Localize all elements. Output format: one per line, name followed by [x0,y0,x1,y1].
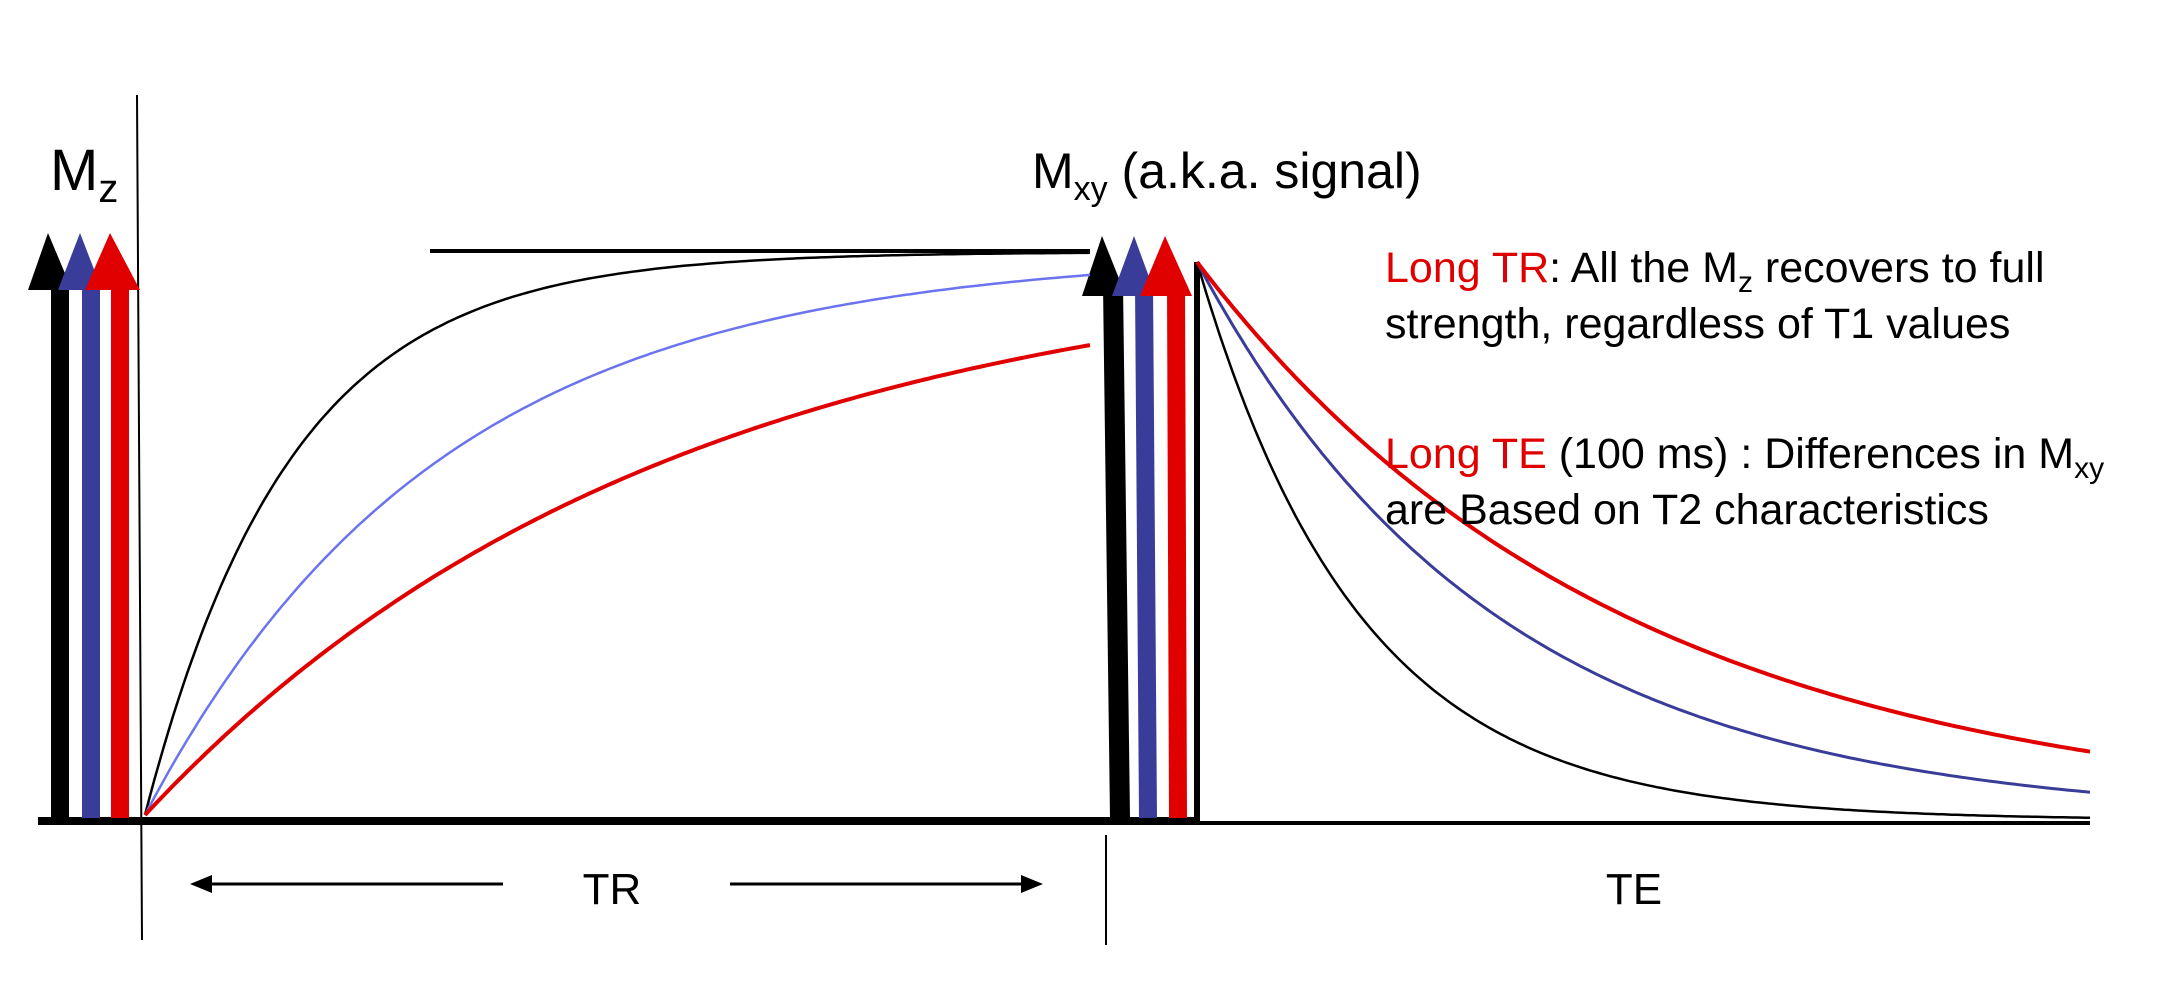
mxy-label-sub: xy [1074,170,1108,208]
t1-recovery-curves [143,251,1091,817]
long-tr-text-2: recovers to full strength, regardless of… [1385,244,2045,348]
mz-arrow-black-head [28,233,72,290]
recovery-curve-long-t1 [143,343,1091,817]
decay-curve-medium-t2 [1195,261,2091,794]
te-label: TE [1606,865,1662,914]
tr-arrow-left-head [190,875,212,893]
mz-arrows-left [28,233,140,818]
mxy-arrow-black-shaft [1103,284,1130,819]
mz-label: Mz [50,138,118,211]
long-tr-sub: z [1737,266,1753,299]
mz-arrow-red-head [85,233,140,290]
long-te-highlight: Long TE [1385,430,1547,478]
recovery-curve-medium-t1 [143,273,1091,816]
mxy-label-main: M [1032,143,1074,199]
long-te-text-1: (100 ms) : Differences in M [1546,430,2075,478]
mz-arrow-blue-head [58,233,102,290]
mz-label-main: M [50,138,98,203]
decay-curve-short-t2 [1195,261,2090,819]
long-tr-highlight: Long TR [1385,244,1550,292]
mxy-arrow-black-head [1082,236,1126,296]
long-tr-note: Long TR: All the Mz recovers to full str… [1385,240,2165,352]
tr-arrow-right-head [1021,875,1043,893]
decay-curve-long-t2 [1195,260,2091,754]
mxy-arrow-red-shaft [1167,284,1187,819]
left-divider-line [136,94,143,941]
long-te-text-2: are Based on T2 characteristics [1385,486,1989,534]
mz-label-sub: z [98,167,118,211]
tr-label: TR [583,865,642,914]
recovery-curve-short-t1 [143,251,1091,816]
t2-decay-curves [1195,260,2091,819]
mxy-label-rest: (a.k.a. signal) [1108,143,1422,199]
mxy-label: Mxy (a.k.a. signal) [1032,143,1422,208]
mxy-arrow-blue-head [1112,236,1156,296]
mxy-arrow-blue-shaft [1135,284,1157,819]
mxy-arrow-red-head [1140,236,1192,296]
long-te-sub: xy [2074,452,2105,485]
long-te-note: Long TE (100 ms) : Differences in Mxy ar… [1385,426,2165,538]
mxy-arrows [1082,236,1200,822]
long-tr-text-1: : All the M [1549,244,1738,292]
